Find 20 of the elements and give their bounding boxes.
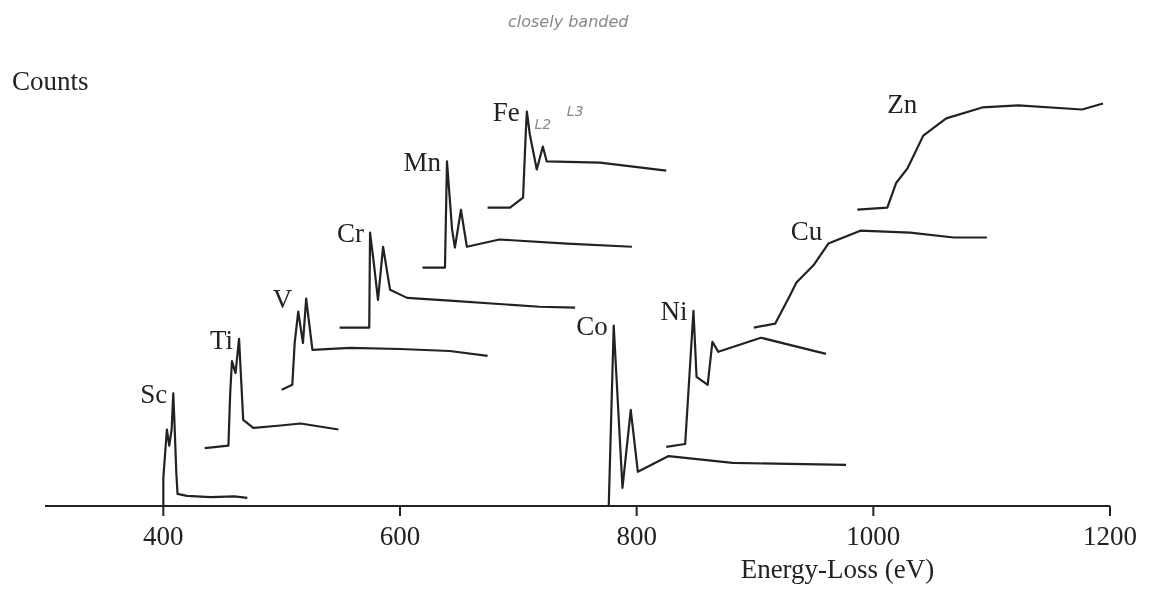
- series-label: Zn: [887, 89, 918, 120]
- annotation: L2: [534, 115, 552, 132]
- series-label: Mn: [403, 146, 442, 177]
- series-label: Fe: [492, 97, 520, 128]
- series-label: V: [272, 284, 293, 315]
- annotation: L3: [566, 103, 584, 120]
- text: closely banded: [508, 12, 629, 31]
- x-axis-title: Energy-Loss (eV): [740, 554, 935, 584]
- y-axis-title: Counts: [12, 66, 89, 97]
- series-label: Ni: [660, 296, 688, 327]
- x-tick-label: 400: [143, 521, 184, 552]
- x-tick-label: 800: [616, 521, 657, 552]
- series-label: Co: [576, 311, 608, 342]
- series-label: Cu: [790, 216, 823, 247]
- x-tick-label: 1000: [846, 521, 901, 552]
- series-label: Ti: [210, 324, 234, 355]
- series-label: Cr: [337, 218, 365, 249]
- x-tick-label: 1200: [1083, 521, 1137, 552]
- x-tick-label: 600: [379, 521, 421, 552]
- series-label: Sc: [140, 378, 168, 409]
